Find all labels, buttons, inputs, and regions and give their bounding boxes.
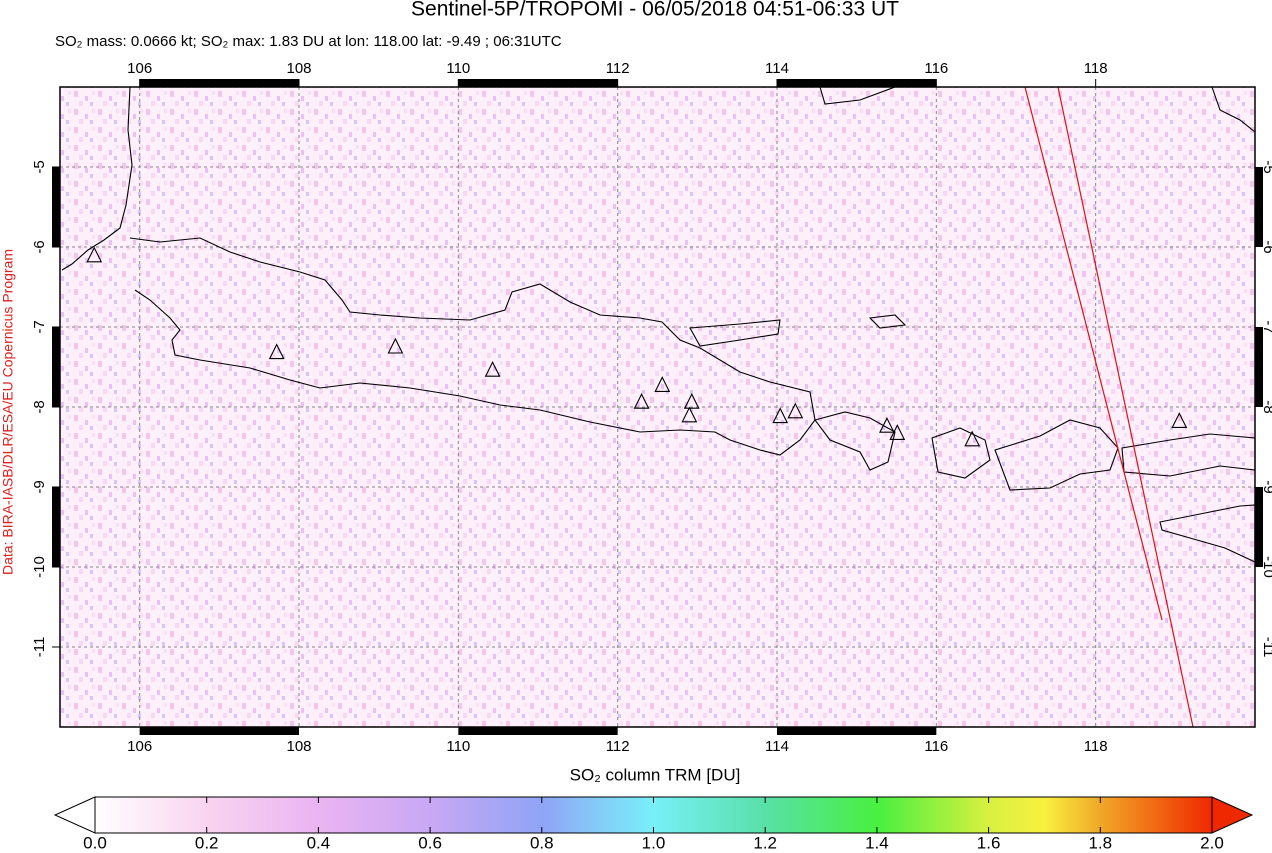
volcano-marker (654, 376, 671, 392)
y-tick-label: -6 (31, 240, 48, 253)
x-tick-label: 108 (286, 60, 311, 77)
volcano-marker (772, 407, 789, 424)
y-tick-label: -7 (31, 320, 48, 333)
x-tick-label: 108 (286, 738, 311, 755)
x-tick-label: 114 (765, 60, 789, 77)
volcanoes (86, 246, 1188, 447)
y-tick-label: -11 (31, 637, 48, 658)
y-tick-label: -5 (1260, 160, 1272, 173)
grid (60, 87, 1255, 727)
y-tick-label: -5 (31, 160, 48, 173)
y-tick-label: -10 (31, 556, 48, 578)
y-tick-label: -9 (1260, 480, 1272, 493)
x-tick-label: 106 (127, 738, 152, 755)
volcano-marker (879, 416, 895, 433)
volcano-marker (387, 337, 404, 354)
bali-coast (814, 411, 896, 471)
borneo-coast (819, 86, 896, 105)
x-tick-label: 112 (606, 738, 630, 755)
coastlines (61, 86, 1256, 563)
colorbar-tick-label: 1.8 (1088, 833, 1112, 852)
title: Sentinel-5P/TROPOMI - 06/05/2018 04:51-0… (411, 0, 899, 21)
colorbar-tick-label: 2.0 (1200, 833, 1224, 852)
colorbar-label: SO₂ column TRM [DU] (570, 765, 741, 784)
frame-band (52, 327, 60, 407)
y-tick-label: -8 (31, 400, 48, 413)
y-tick-label: -9 (31, 480, 48, 493)
volcano-marker (633, 392, 650, 409)
x-tick-label: 114 (765, 738, 789, 755)
swath-edge (1024, 86, 1194, 728)
sumbawa-coast (994, 419, 1119, 491)
y-tick-label: -6 (1260, 240, 1272, 253)
frame-band (1255, 167, 1263, 247)
volcano-marker (484, 360, 501, 377)
x-tick-label: 110 (446, 60, 470, 77)
sulawesi-coast (1211, 86, 1256, 133)
colorbar-tick-label: 1.6 (977, 833, 1001, 852)
swath-line (1024, 86, 1163, 621)
colorbar-tick-label: 0.8 (530, 833, 554, 852)
credit: Data: BIRA-IASB/DLR/ESA/EU Copernicus Pr… (0, 249, 16, 575)
y-tick-label: -8 (1260, 400, 1272, 413)
volcano-marker (889, 424, 906, 440)
frame-band (458, 79, 618, 87)
x-tick-label: 112 (606, 60, 630, 77)
x-tick-label: 118 (1084, 738, 1108, 755)
java-coast (129, 237, 816, 456)
colorbar-under (53, 796, 96, 834)
frame-band (458, 727, 618, 735)
colorbar-tick-label: 0.4 (307, 833, 331, 852)
x-tick-label: 118 (1084, 60, 1108, 77)
x-tick-label: 116 (924, 738, 948, 755)
islet-coast (868, 314, 907, 329)
sumatra-coast (61, 86, 133, 271)
frame-band (52, 167, 60, 247)
x-tick-label: 110 (446, 738, 470, 755)
lombok-coast (931, 427, 991, 479)
colorbar: 0.0 0.2 0.4 0.6 0.8 1.0 1.2 1.4 1.6 1.8 2.0 (53, 796, 1254, 852)
frame-band (1255, 327, 1263, 407)
y-tick-label: -7 (1260, 320, 1272, 333)
colorbar-tick-label: 1.0 (642, 833, 666, 852)
volcano-marker (86, 246, 103, 263)
volcano-marker (681, 406, 698, 423)
frame-band (1255, 487, 1263, 567)
volcano-marker (268, 343, 285, 360)
volcano-marker (683, 392, 700, 409)
colorbar-tick-label: 0.6 (418, 833, 442, 852)
frame-band (777, 79, 937, 87)
x-tick-label: 106 (127, 60, 152, 77)
volcano-marker (964, 430, 981, 447)
subtitle: SO₂ mass: 0.0666 kt; SO₂ max: 1.83 DU at… (55, 33, 562, 50)
colorbar-over (1211, 796, 1254, 834)
colorbar-tick-label: 0.0 (83, 833, 107, 852)
madura-coast (689, 319, 781, 347)
swath-line (1057, 86, 1194, 728)
frame-band (777, 727, 937, 735)
volcano-marker (787, 402, 804, 419)
x-tick-label: 116 (924, 60, 948, 77)
axes: 106 106 108 108 110 110 112 112 114 114 116 116 118 1… (31, 60, 1272, 755)
frame-band (52, 487, 60, 567)
frame-band (139, 79, 299, 87)
frame-band (139, 727, 299, 735)
colorbar-tick-label: 0.2 (195, 833, 219, 852)
volcano-marker (1171, 412, 1188, 428)
y-tick-label: -11 (1260, 637, 1272, 658)
colorbar-tick-label: 1.2 (753, 833, 777, 852)
colorbar-tick-label: 1.4 (865, 833, 889, 852)
y-tick-label: -10 (1260, 556, 1272, 578)
